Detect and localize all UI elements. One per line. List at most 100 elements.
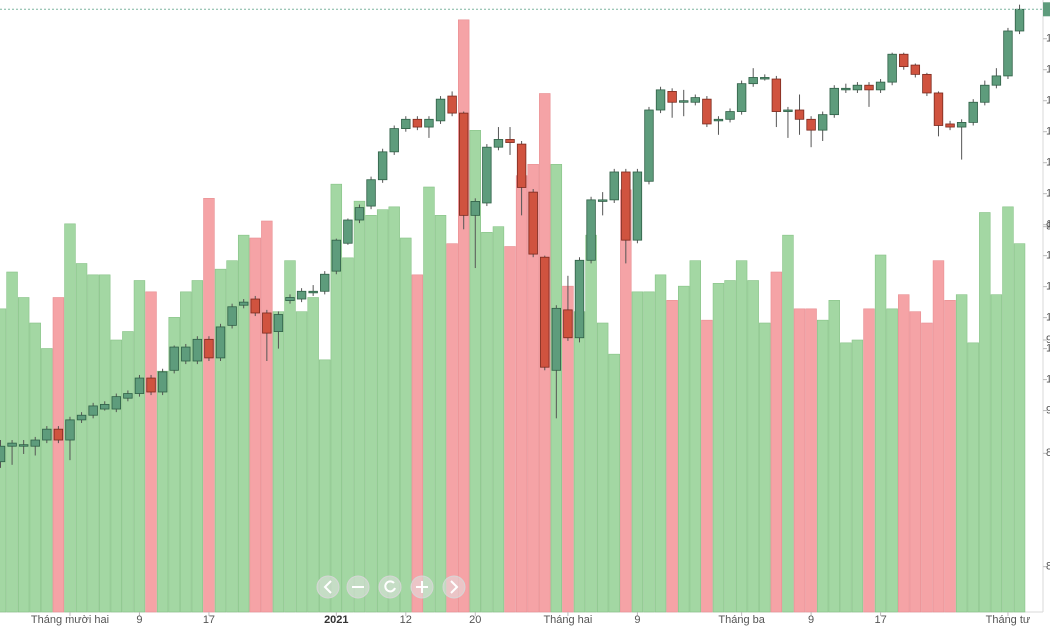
last-price-marker — [1043, 2, 1050, 17]
candle-body — [609, 171, 619, 201]
volume-bar — [261, 220, 273, 613]
volume-bar — [481, 232, 493, 613]
volume-bar — [191, 280, 204, 613]
candle-body — [933, 92, 944, 126]
volume-bar — [492, 226, 505, 613]
candle-body — [783, 109, 793, 112]
candle-body — [875, 81, 886, 91]
x-tick-label: 9 — [808, 614, 814, 626]
zoom-in-button[interactable] — [410, 575, 434, 599]
candle-body — [493, 139, 504, 148]
candle-body — [308, 290, 318, 294]
candle-body — [435, 98, 446, 122]
candle-body — [181, 346, 191, 362]
volume-bar — [967, 342, 979, 613]
volume-tick-label: 880 — [1046, 447, 1050, 459]
candle-body — [887, 53, 897, 83]
volume-bar — [423, 186, 435, 613]
volume-bar — [353, 200, 366, 613]
volume-bar — [272, 311, 285, 613]
candle-body — [725, 111, 735, 120]
candle-body — [713, 118, 724, 122]
volume-bar — [898, 294, 910, 613]
reset-button[interactable] — [378, 575, 402, 599]
y-tick-label: 1040 — [1046, 312, 1050, 324]
candle-body — [841, 87, 851, 91]
volume-bar — [909, 311, 922, 613]
candle-body — [458, 112, 469, 216]
candle-body — [262, 312, 272, 334]
x-tick-label: Tháng mười hai — [31, 614, 109, 626]
candle-body — [424, 118, 434, 128]
scroll-left-button[interactable] — [316, 575, 340, 599]
candle-body — [910, 64, 921, 75]
candle-body — [53, 428, 64, 441]
x-tick-label: Tháng ba — [718, 614, 765, 626]
candle-body — [679, 100, 689, 103]
volume-bar — [735, 260, 748, 613]
y-tick-label: 1180 — [1046, 95, 1050, 107]
volume-bar — [712, 283, 725, 613]
volume-tick-label: 960 — [1046, 221, 1050, 233]
candle-body — [540, 256, 550, 368]
x-tick-label: 17 — [874, 614, 886, 626]
volume-bar — [851, 339, 864, 613]
volume-bar — [133, 280, 146, 613]
volume-bar — [411, 274, 424, 613]
volume-tick-label: 840 — [1046, 561, 1050, 573]
x-tick-label: 9 — [634, 614, 640, 626]
volume-bar — [643, 291, 655, 613]
y-tick-label: 1100 — [1046, 219, 1050, 231]
volume-bar — [29, 322, 41, 613]
volume-bar — [724, 280, 736, 613]
volume-bar — [805, 308, 817, 613]
candle-body — [690, 97, 701, 103]
volume-bar — [342, 257, 354, 613]
candle-body — [204, 338, 214, 359]
candle-body — [0, 445, 6, 463]
volume-bar — [434, 215, 447, 613]
y-tick-label: 1120 — [1046, 188, 1050, 200]
candle-body — [470, 201, 480, 216]
candle-body — [563, 309, 573, 339]
candle-body — [736, 83, 747, 112]
scroll-right-button[interactable] — [442, 575, 466, 599]
volume-bar — [145, 291, 157, 613]
volume-bar — [816, 319, 829, 613]
candle-body — [632, 171, 643, 241]
candle-body — [655, 89, 666, 111]
candle-body — [343, 219, 353, 244]
candle-body — [273, 314, 284, 332]
volume-bar — [747, 280, 759, 613]
candle-body — [1014, 8, 1025, 32]
volume-bar — [168, 317, 180, 613]
candle-body — [748, 77, 758, 85]
candle-body — [366, 179, 376, 207]
volume-bar — [1002, 206, 1014, 613]
y-tick-label: 1060 — [1046, 281, 1050, 293]
candle-body — [354, 207, 365, 221]
volume-bar — [87, 274, 99, 613]
candle-body — [18, 444, 29, 447]
nav-buttons — [316, 575, 466, 599]
x-tick-label: 2021 — [324, 614, 348, 626]
candle-body — [100, 403, 110, 410]
volume-bar — [573, 311, 586, 613]
zoom-out-button[interactable] — [346, 575, 370, 599]
candle-body — [412, 118, 423, 128]
candle-body — [192, 338, 203, 362]
candle-body — [250, 298, 260, 314]
y-tick-label: 980 — [1046, 404, 1050, 416]
candle-body — [829, 87, 839, 116]
volume-bar — [654, 274, 667, 613]
candle-body — [968, 101, 978, 123]
volume-bar — [110, 339, 123, 613]
candle-body — [505, 139, 515, 143]
volume-bar — [203, 198, 215, 613]
volume-bar — [596, 322, 609, 613]
candle-body — [644, 109, 654, 182]
candle-body — [667, 91, 677, 103]
x-tick-label: 12 — [400, 614, 412, 626]
